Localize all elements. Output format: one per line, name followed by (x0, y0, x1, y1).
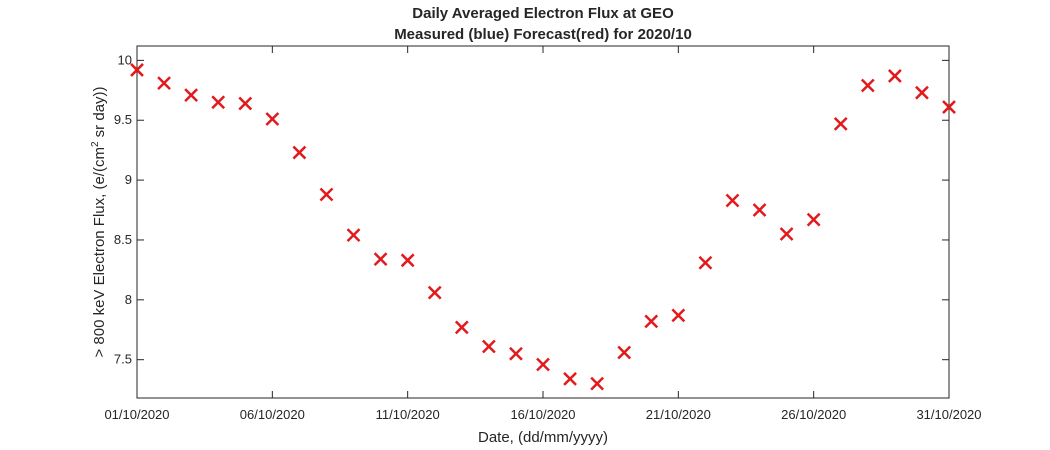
data-point (400, 253, 415, 268)
data-series (130, 63, 956, 391)
data-point (536, 357, 550, 372)
y-axis-label-tail: sr day)) (91, 86, 108, 141)
data-point (644, 314, 659, 329)
data-point (725, 193, 740, 208)
data-point (373, 252, 388, 266)
x-tick-label: 26/10/2020 (781, 407, 846, 422)
data-point (915, 85, 929, 100)
y-axis-label-superscript: 2 (90, 141, 101, 147)
data-point (617, 345, 632, 360)
y-axis: 7.5 8 8.5 9 9.5 10 (114, 52, 949, 367)
data-point (590, 376, 605, 391)
y-axis-label: > 800 keV Electron Flux, (e/(cm2 sr day)… (90, 86, 108, 357)
data-point (130, 63, 144, 77)
x-axis: 01/10/2020 06/10/2020 11/10/2020 16/10/2020… (104, 46, 982, 422)
x-tick-label: 01/10/2020 (104, 407, 169, 422)
data-point (157, 76, 171, 90)
data-point (509, 346, 523, 361)
data-point (942, 100, 956, 114)
data-point (860, 78, 875, 93)
data-point (427, 285, 442, 300)
data-point (698, 255, 713, 270)
data-point (346, 228, 361, 243)
x-axis-label: Date, (dd/mm/yyyy) (478, 429, 608, 446)
x-tick-label: 16/10/2020 (510, 407, 575, 422)
data-point (238, 96, 253, 111)
y-axis-label-main: > 800 keV Electron Flux, (e/(cm (91, 147, 108, 358)
data-point (292, 145, 307, 160)
data-point (319, 187, 334, 202)
data-point (779, 227, 794, 241)
data-point (184, 88, 199, 102)
data-point (806, 212, 821, 227)
y-tick-label: 8.5 (114, 232, 132, 247)
data-point (265, 112, 280, 126)
x-tick-label: 31/10/2020 (916, 407, 981, 422)
plot-area (136, 45, 950, 399)
data-point (671, 308, 686, 323)
y-tick-label: 8 (125, 292, 132, 307)
data-point (211, 95, 226, 110)
data-point (563, 371, 577, 386)
data-point (454, 320, 469, 335)
x-tick-label: 21/10/2020 (646, 407, 711, 422)
y-tick-label: 9.5 (114, 112, 132, 127)
data-point (833, 116, 848, 131)
x-tick-label: 06/10/2020 (240, 407, 305, 422)
data-point (752, 203, 767, 217)
y-tick-label: 10 (118, 52, 132, 67)
chart-title: Daily Averaged Electron Flux at GEO (412, 5, 674, 22)
chart-subtitle: Measured (blue) Forecast(red) for 2020/1… (394, 26, 692, 43)
data-point (481, 339, 496, 354)
y-tick-label: 9 (125, 172, 132, 187)
x-tick-label: 11/10/2020 (376, 407, 440, 422)
data-point (887, 69, 902, 83)
y-tick-label: 7.5 (114, 352, 132, 367)
